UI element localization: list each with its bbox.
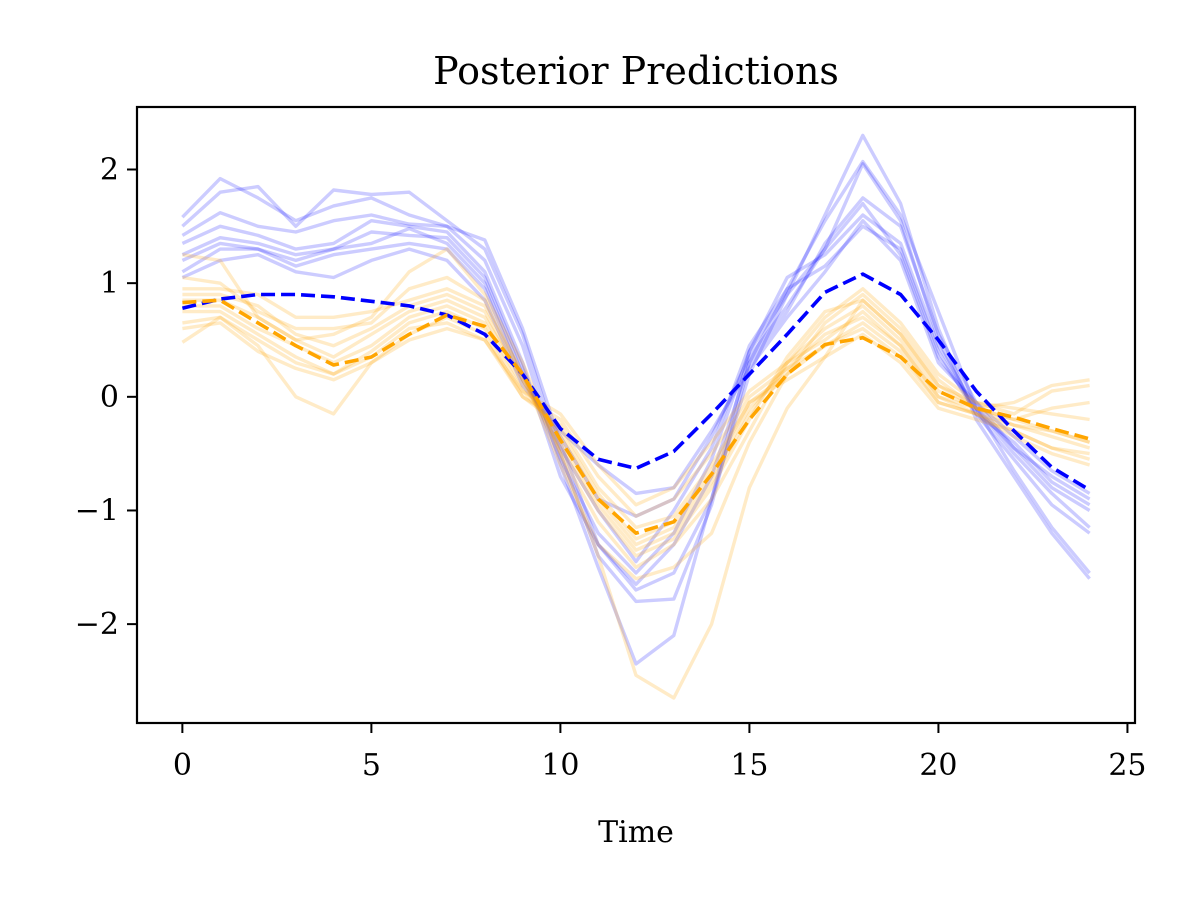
y-axis: −2 −1 0 1 2	[75, 153, 137, 642]
orange-mean-line	[182, 298, 1091, 536]
orange-sample-line-9	[181, 315, 1091, 518]
series-lines	[181, 133, 1091, 700]
blue-sample-line-1	[181, 133, 1091, 592]
x-tick-label: 5	[362, 748, 381, 783]
blue-mean-line	[181, 272, 1091, 492]
blue-sample-line-6	[181, 224, 1091, 564]
y-tick-label: 0	[100, 380, 119, 415]
orange-sample-line-2	[182, 275, 1090, 581]
x-axis-label: Time	[598, 815, 674, 850]
orange-sample-line-1	[182, 247, 1090, 700]
blue-sample-line-5	[181, 213, 1091, 575]
chart-title: Posterior Predictions	[433, 49, 839, 93]
x-tick-label: 10	[541, 748, 579, 783]
plot-frame	[135, 105, 1137, 725]
y-tick-label: 2	[100, 153, 119, 188]
orange-sample-line-10	[182, 309, 1091, 507]
orange-sample-line-5	[182, 298, 1091, 552]
orange-sample-line-7	[182, 309, 1091, 541]
y-tick-label: −1	[75, 493, 119, 528]
orange-sample-line-8	[182, 315, 1090, 530]
blue-sample-line-2	[181, 159, 1091, 604]
x-axis: 0 5 10 15 20 25	[173, 723, 1147, 783]
x-tick-label: 15	[730, 748, 768, 783]
y-tick-label: −2	[75, 607, 119, 642]
orange-sample-line-6	[182, 304, 1091, 547]
x-tick-label: 25	[1108, 748, 1146, 783]
y-tick-label: 1	[100, 266, 119, 301]
orange-sample-line-4	[182, 292, 1090, 558]
x-tick-label: 0	[173, 748, 192, 783]
blue-sample-line-4	[181, 196, 1091, 586]
orange-sample-line-3	[182, 287, 1090, 569]
blue-sample-line-8	[181, 218, 1091, 496]
blue-sample-line-7	[181, 201, 1091, 518]
x-tick-label: 20	[919, 748, 957, 783]
